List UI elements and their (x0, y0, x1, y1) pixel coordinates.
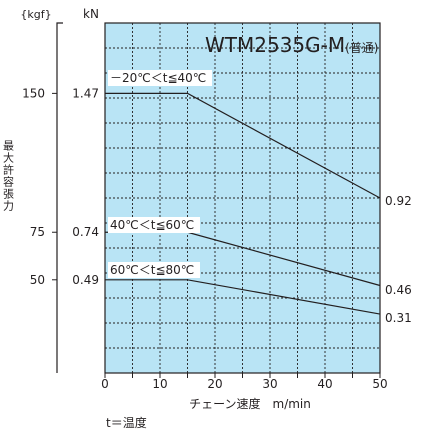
x-tick-label: 50 (372, 377, 387, 391)
series-label: 60℃＜t≦80℃ (110, 263, 194, 277)
y-tick-label-kn: 0.74 (72, 225, 99, 239)
unit-kgf: {kgf} (20, 8, 51, 21)
y-tick-label-kgf: 150 (22, 86, 45, 100)
series-label-box (108, 262, 200, 278)
chart-title-group: WTM2535G-M(普通) (205, 33, 379, 57)
series-end-label: 0.46 (385, 283, 412, 297)
series-line (105, 92, 381, 199)
series-end-label: 0.31 (385, 311, 412, 325)
series-end-label: 0.92 (385, 194, 412, 208)
y-tick-label-kn: 0.49 (72, 273, 99, 287)
x-tick-label: 20 (207, 377, 222, 391)
series-label: 40℃＜t≦60℃ (110, 218, 194, 232)
series-label: －20℃＜t≦40℃ (110, 71, 206, 85)
unit-kn: kN (83, 7, 99, 21)
x-tick-label: 0 (101, 377, 109, 391)
y-tick-label-kn: 1.47 (72, 86, 99, 100)
x-axis-label: チェーン速度 m/min (189, 396, 311, 411)
chart-title: WTM2535G-M (205, 33, 345, 57)
series-label-box (108, 70, 212, 86)
series-label-box (108, 217, 200, 233)
y-axis-label: 最大許容張力 (2, 140, 15, 212)
x-tick-label: 40 (317, 377, 332, 391)
chart-title-suffix: (普通) (345, 41, 378, 55)
series-line (105, 279, 381, 315)
x-tick-label: 30 (262, 377, 277, 391)
y-tick-label-kgf: 75 (30, 225, 45, 239)
x-tick-label: 10 (152, 377, 167, 391)
y-axis-line (56, 22, 63, 373)
footnote: t＝温度 (106, 415, 147, 430)
y-tick-label-kgf: 50 (30, 273, 45, 287)
